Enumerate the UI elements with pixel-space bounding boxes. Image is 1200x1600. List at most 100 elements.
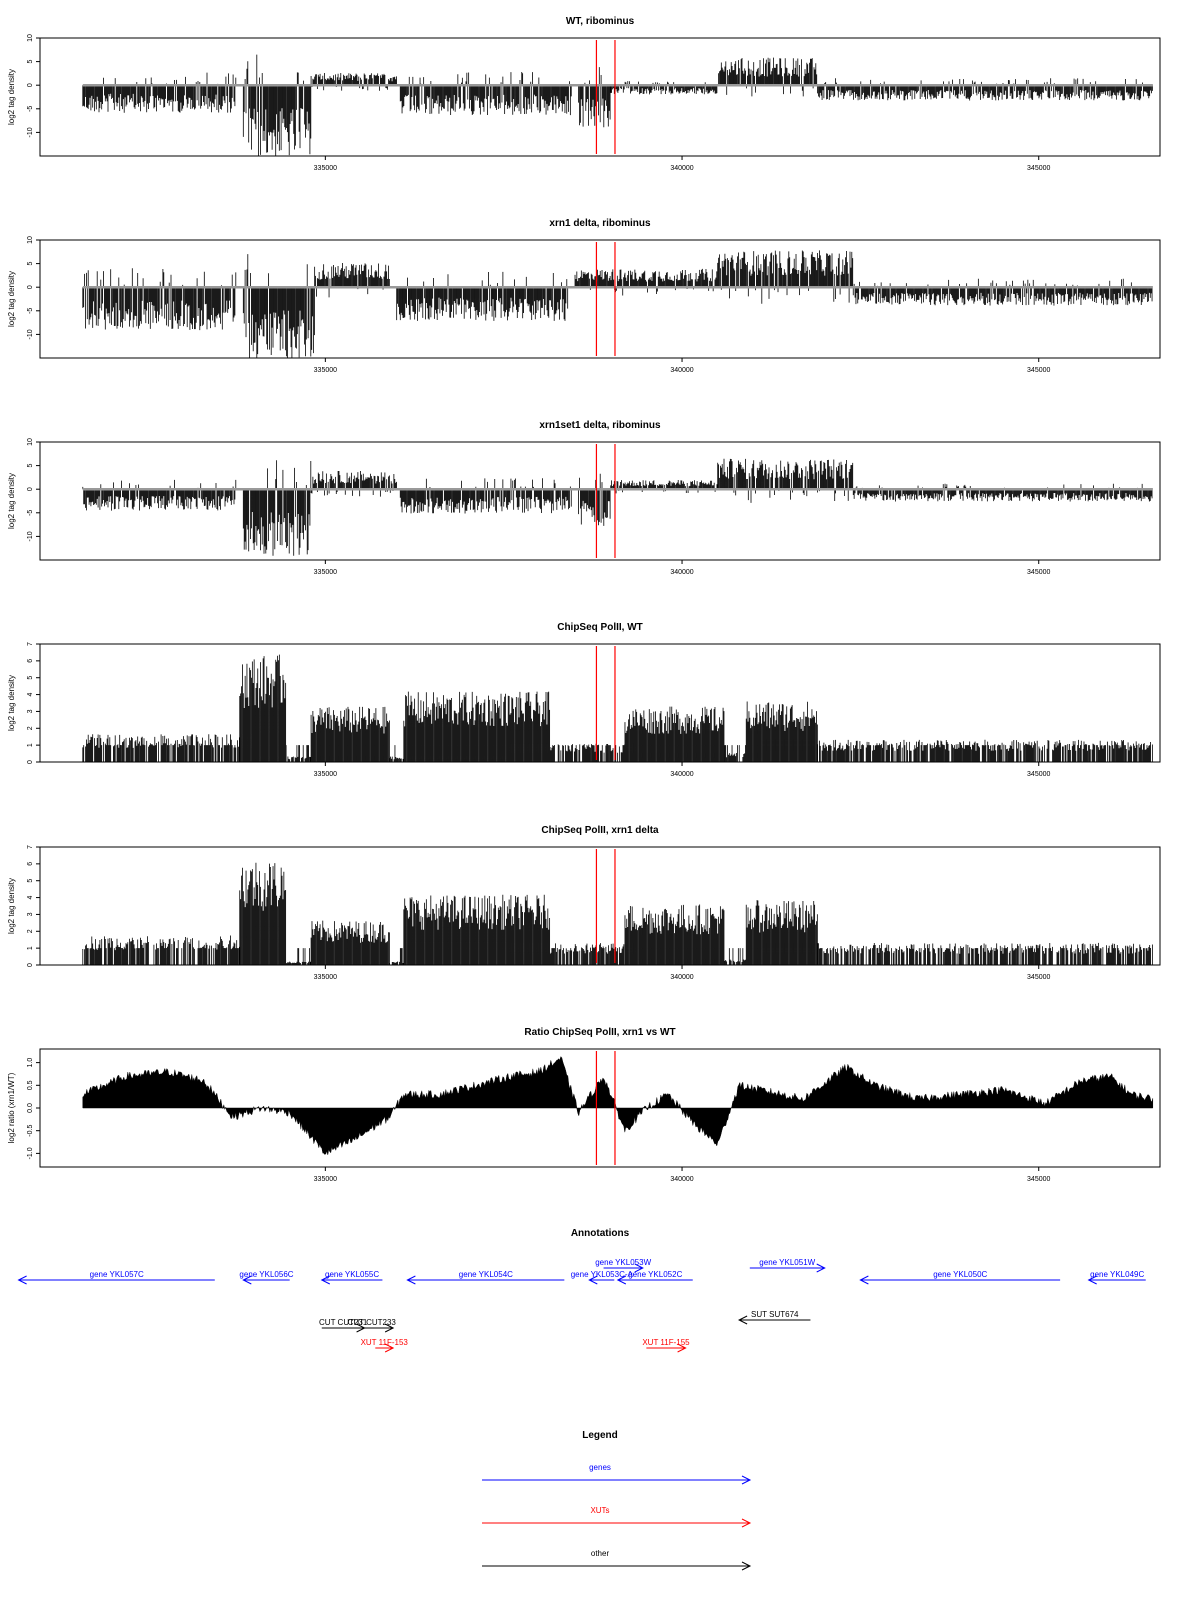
panel-chip_xrn1: ChipSeq PolII, xrn1 delta log2 tag densit… (7, 825, 1161, 981)
y-tick-label: -1.0 (27, 1147, 34, 1159)
y-tick-label: 2 (27, 929, 34, 933)
x-tick-label: 340000 (670, 569, 693, 576)
data-series (82, 654, 1153, 762)
panel-xrn1set1: xrn1set1 delta, ribominus log2 tag densit… (7, 420, 1161, 576)
y-tick-label: 0 (27, 83, 34, 87)
panel-title: ChipSeq PolII, WT (557, 622, 643, 633)
feature-arrowhead (816, 1263, 826, 1273)
feature-arrowhead (384, 1323, 395, 1333)
y-tick-label: 0 (27, 285, 34, 289)
y-tick-label: 0 (27, 760, 34, 764)
legend-label: other (591, 1549, 610, 1558)
feature-label: CUT CUT231 (319, 1318, 368, 1327)
feature-arrowhead (242, 1275, 252, 1285)
density-spikes (82, 458, 1153, 556)
y-axis-label: log2 tag density (7, 878, 16, 934)
annotations-title: Annotations (571, 1228, 630, 1239)
feature-label: gene YKL057C (90, 1270, 144, 1279)
data-series (82, 458, 1153, 556)
x-tick-label: 340000 (670, 367, 693, 374)
y-tick-label: -10 (27, 531, 34, 541)
panel-chip_wt: ChipSeq PolII, WT log2 tag density 0 1 2 3 4 5 6… (7, 622, 1161, 778)
feature-label: XUT 11F-155 (642, 1338, 690, 1347)
y-tick-label: -10 (27, 329, 34, 339)
legend-panel: Legend genes XUTs other (482, 1430, 752, 1571)
panel-title: ChipSeq PolII, xrn1 delta (541, 825, 659, 836)
feature-gene: gene YKL051W (749, 1258, 826, 1273)
x-tick-label: 335000 (314, 367, 337, 374)
feature-arrowhead (677, 1343, 687, 1353)
y-axis-label: log2 tag density (7, 675, 16, 731)
x-tick-label: 345000 (1027, 974, 1050, 981)
feature-gene: gene YKL053W (595, 1258, 652, 1273)
panel-title: Ratio ChipSeq PolII, xrn1 vs WT (524, 1027, 675, 1038)
x-tick-label: 340000 (670, 165, 693, 172)
y-tick-label: 10 (27, 34, 34, 42)
x-tick-label: 335000 (314, 1176, 337, 1183)
feature-other: SUT SUT674 (737, 1310, 811, 1325)
feature-arrowhead (1087, 1275, 1097, 1285)
x-tick-label: 345000 (1027, 569, 1050, 576)
feature-label: XUT 11F-153 (361, 1338, 409, 1347)
feature-arrowhead (320, 1275, 331, 1285)
feature-label: gene YKL050C (933, 1270, 987, 1279)
plot-frame (39, 643, 1161, 763)
feature-other: CUT CUT233 (348, 1318, 397, 1333)
panel-title: WT, ribominus (566, 16, 635, 27)
x-tick-label: 340000 (670, 771, 693, 778)
legend-arrowhead (741, 1475, 752, 1485)
x-tick-label: 335000 (314, 569, 337, 576)
y-tick-label: -10 (27, 127, 34, 137)
y-tick-label: 3 (27, 912, 34, 916)
plot-frame (39, 37, 1161, 157)
feature-arrowhead (634, 1263, 644, 1273)
panel-xrn1: xrn1 delta, ribominus log2 tag density -10… (7, 218, 1161, 374)
legend-entry: genes (482, 1463, 752, 1485)
legend-label: XUTs (590, 1506, 609, 1515)
feature-arrowhead (17, 1275, 27, 1285)
y-tick-label: 1 (27, 946, 34, 950)
data-series (82, 862, 1153, 965)
density-spikes (82, 654, 1153, 762)
feature-label: gene YKL051W (759, 1258, 815, 1267)
density-spikes (82, 250, 1153, 358)
feature-gene: gene YKL052C (616, 1270, 693, 1285)
feature-gene: gene YKL049C (1087, 1270, 1146, 1285)
feature-gene: gene YKL050C (859, 1270, 1061, 1285)
feature-label: CUT CUT233 (348, 1318, 397, 1327)
legend-label: genes (589, 1463, 611, 1472)
data-series (82, 54, 1153, 156)
y-tick-label: -5 (27, 308, 34, 314)
plot-frame (39, 846, 1161, 966)
y-tick-label: -5 (27, 510, 34, 516)
y-tick-label: 4 (27, 693, 34, 697)
y-tick-label: -5 (27, 106, 34, 112)
y-tick-label: 7 (27, 642, 34, 646)
y-tick-label: 10 (27, 236, 34, 244)
data-series (82, 1056, 1154, 1155)
feature-label: gene YKL055C (325, 1270, 379, 1279)
y-tick-label: -0.5 (27, 1125, 34, 1137)
y-tick-label: 7 (27, 845, 34, 849)
y-tick-label: 0 (27, 963, 34, 967)
y-tick-label: 1 (27, 743, 34, 747)
x-tick-label: 335000 (314, 771, 337, 778)
ratio-area (82, 1056, 1154, 1155)
feature-arrowhead (737, 1315, 748, 1325)
legend-arrowhead (741, 1561, 752, 1571)
feature-arrowhead (406, 1275, 416, 1285)
feature-label: gene YKL049C (1090, 1270, 1144, 1279)
x-tick-label: 340000 (670, 1176, 693, 1183)
y-axis-label: log2 tag density (7, 271, 16, 327)
y-tick-label: 0 (27, 487, 34, 491)
feature-gene: gene YKL055C (320, 1270, 383, 1285)
x-tick-label: 345000 (1027, 1176, 1050, 1183)
feature-gene: gene YKL056C (239, 1270, 294, 1285)
y-tick-label: 5 (27, 879, 34, 883)
x-tick-label: 345000 (1027, 367, 1050, 374)
panel-ratio: Ratio ChipSeq PolII, xrn1 vs WT log2 rati… (7, 1027, 1161, 1183)
data-series (82, 250, 1153, 358)
y-tick-label: 6 (27, 862, 34, 866)
feature-label: gene YKL052C (628, 1270, 682, 1279)
